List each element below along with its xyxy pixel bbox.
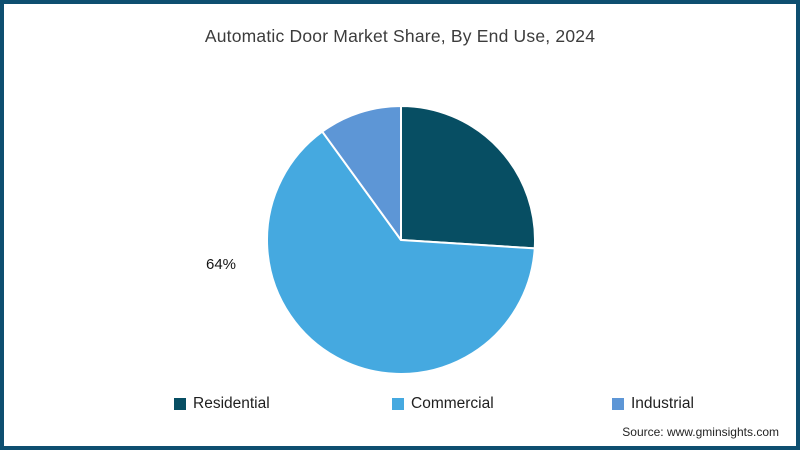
legend-label-industrial: Industrial	[631, 395, 694, 412]
pie-slice-commercial	[266, 130, 536, 375]
pie-slice-residential	[400, 105, 536, 250]
legend-item-residential: Residential	[174, 395, 270, 413]
pie-slice-industrial	[321, 105, 402, 241]
pie-chart-area	[251, 90, 551, 390]
legend-item-industrial: Industrial	[612, 395, 694, 413]
source-attribution: Source: www.gminsights.com	[622, 425, 779, 439]
pie-chart	[266, 105, 536, 375]
residential-legend-swatch-icon	[174, 398, 186, 410]
legend-label-commercial: Commercial	[411, 395, 494, 412]
chart-title: Automatic Door Market Share, By End Use,…	[204, 26, 596, 46]
commercial-legend-swatch-icon	[392, 398, 404, 410]
commercial-percentage-label: 64%	[206, 256, 237, 273]
legend-label-residential: Residential	[193, 395, 270, 412]
legend-item-commercial: Commercial	[392, 395, 494, 413]
industrial-legend-swatch-icon	[612, 398, 624, 410]
